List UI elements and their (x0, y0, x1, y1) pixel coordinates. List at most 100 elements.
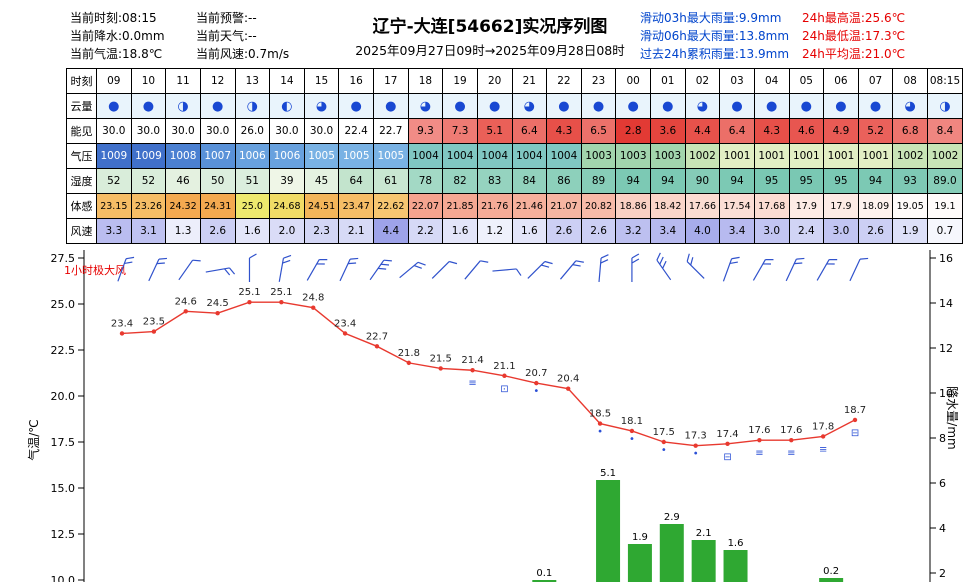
temp-tick-label: 27.5 (51, 252, 76, 265)
current-weather-block: 当前预警:-- 当前天气:-- 当前风速:0.7m/s (196, 9, 289, 63)
feels-cell: 19.05 (892, 193, 928, 219)
humidity-cell: 52 (96, 168, 132, 194)
time-cell: 20 (476, 68, 513, 94)
feels-cell: 21.85 (442, 193, 478, 219)
temp-24h-min: 24h最低温:17.3℃ (802, 29, 906, 43)
precip-bar (659, 524, 684, 582)
temperature-point (693, 443, 698, 448)
wind-barb-icon (431, 260, 458, 279)
cloud-icon: ◑ (234, 93, 271, 119)
cloud-icon: ● (788, 93, 825, 119)
feels-cell: 24.51 (303, 193, 340, 219)
visibility-cell: 4.6 (788, 118, 825, 144)
weather-symbol-icon: ⊡ (500, 384, 508, 395)
temperature-label: 22.7 (366, 331, 388, 342)
wind-barb-icon (598, 254, 609, 283)
temp-24h-max: 24h最高温:25.6℃ (802, 11, 906, 25)
temperature-precipitation-chart: 27.5 25.0 22.5 20.0 17.5 15.0 12.5 10.0 16 14 12 10… (26, 250, 959, 582)
pressure-cell: 1004 (511, 143, 548, 169)
humidity-cell: 52 (130, 168, 167, 194)
row-label-wind: 风速 (66, 218, 97, 244)
temp-tick-label: 10.0 (51, 574, 76, 582)
time-cell: 09 (96, 68, 132, 94)
pressure-cell: 1007 (199, 143, 236, 169)
humidity-cell: 61 (373, 168, 409, 194)
temperature-label: 21.1 (493, 361, 515, 372)
time-cell: 06 (823, 68, 859, 94)
humidity-cell: 94 (615, 168, 651, 194)
time-cell: 13 (234, 68, 271, 94)
precip-tick-label: 8 (939, 432, 946, 445)
visibility-cell: 4.3 (753, 118, 790, 144)
humidity-cell: 95 (753, 168, 790, 194)
temperature-point (565, 386, 571, 391)
wind-cell: 3.0 (823, 218, 859, 244)
temp-axis-title: 气温/℃ (26, 419, 41, 461)
current-temp: 当前气温:18.8℃ (70, 47, 163, 61)
wind-barb-icon (816, 259, 838, 281)
precip-tick-label: 2 (939, 567, 946, 580)
cloud-icon: ◕ (303, 93, 340, 119)
precip-bar-label: 2.9 (664, 512, 680, 523)
temp-tick-label: 15.0 (51, 482, 76, 495)
visibility-cell: 6.8 (892, 118, 928, 144)
time-cell: 21 (511, 68, 548, 94)
feels-cell: 21.07 (546, 193, 582, 219)
humidity-cell: 94 (719, 168, 755, 194)
visibility-cell: 5.2 (857, 118, 894, 144)
temp-tick-label: 12.5 (51, 528, 76, 541)
temperature-point (597, 421, 603, 426)
wind-barb-icon (464, 260, 489, 280)
wind-barb-icon (631, 253, 640, 282)
temperature-label: 24.8 (302, 293, 324, 304)
temperature-label: 17.8 (812, 421, 834, 432)
temperature-label: 23.5 (143, 317, 165, 328)
wind-cell: 1.9 (892, 218, 928, 244)
wind-cell: 2.6 (857, 218, 894, 244)
cloud-icon: ● (338, 93, 374, 119)
wind-cell: 2.2 (407, 218, 444, 244)
feels-cell: 23.47 (338, 193, 374, 219)
cloud-icon: ● (857, 93, 894, 119)
visibility-cell: 7.3 (442, 118, 478, 144)
pressure-cell: 1005 (373, 143, 409, 169)
cloud-icon: ◑ (165, 93, 201, 119)
temperature-label: 18.5 (589, 409, 611, 420)
temperature-point (406, 360, 412, 366)
feels-cell: 23.15 (96, 193, 132, 219)
wind-cell: 1.6 (234, 218, 271, 244)
row-wind: 风速 3.3 3.1 1.3 2.6 1.6 2.0 2.3 2.1 4.4 2.2 1.6 1.2 1.… (66, 218, 963, 244)
wind-barb-icon (278, 254, 292, 282)
pressure-cell: 1005 (303, 143, 340, 169)
wind-cell: 1.3 (165, 218, 201, 244)
temperature-point (119, 331, 125, 336)
dot-marker-icon: • (629, 434, 635, 445)
visibility-cell: 30.0 (165, 118, 201, 144)
pressure-cell: 1006 (269, 143, 305, 169)
weather-symbol-icon: ≡ (755, 448, 763, 459)
wind-barb-icon (148, 257, 168, 282)
visibility-cell: 26.0 (234, 118, 271, 144)
wind-cell: 0.7 (927, 218, 963, 244)
temperature-point (470, 368, 475, 373)
wind-barb-icon (785, 257, 805, 282)
wind-barb-icon (492, 268, 522, 276)
humidity-cell: 50 (199, 168, 236, 194)
time-cell: 01 (650, 68, 686, 94)
visibility-cell: 22.7 (373, 118, 409, 144)
precip-bar (596, 480, 621, 582)
feels-cell: 17.66 (684, 193, 721, 219)
wind-barb-icon (752, 259, 774, 281)
wind-barb-icon (560, 260, 584, 280)
feels-cell: 24.31 (199, 193, 236, 219)
temperature-point (215, 311, 220, 316)
row-label-feels: 体感 (66, 193, 97, 219)
time-cell: 18 (407, 68, 444, 94)
wind-cell: 3.0 (753, 218, 790, 244)
visibility-cell: 22.4 (338, 118, 374, 144)
temperature-label: 17.5 (653, 427, 675, 438)
precip-bar (532, 580, 557, 582)
cloud-icon: ◕ (684, 93, 721, 119)
humidity-cell: 89.0 (927, 168, 963, 194)
feels-cell: 18.86 (615, 193, 651, 219)
